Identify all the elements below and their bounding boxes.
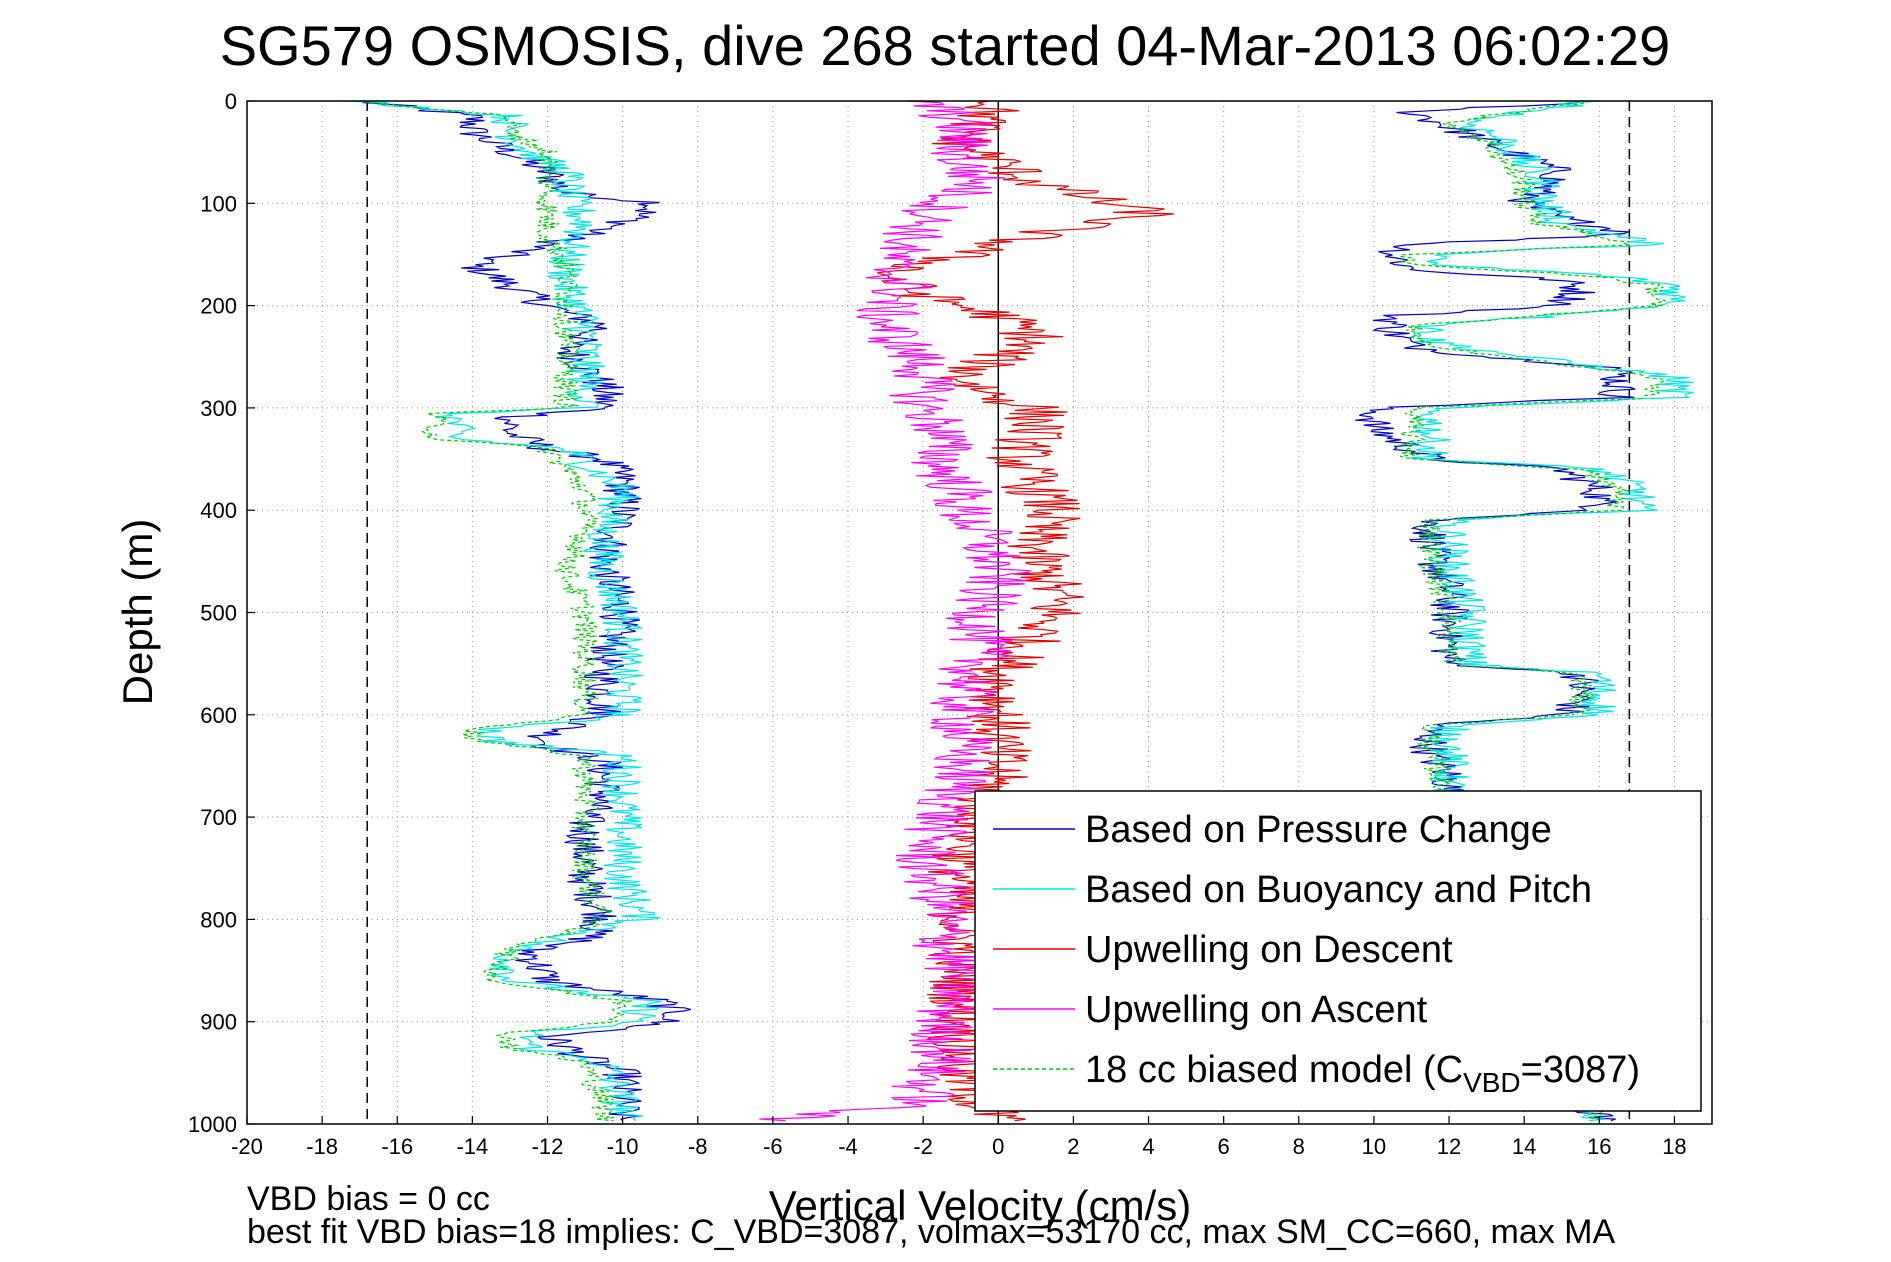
legend-box bbox=[974, 790, 1702, 1112]
x-tick-label: -12 bbox=[532, 1134, 564, 1159]
series-line-0-descent bbox=[361, 100, 691, 1122]
x-tick-label: -2 bbox=[913, 1134, 933, 1159]
y-tick-label: 900 bbox=[200, 1010, 237, 1035]
x-tick-label: -14 bbox=[456, 1134, 488, 1159]
x-tick-label: 14 bbox=[1512, 1134, 1536, 1159]
x-tick-label: 4 bbox=[1142, 1134, 1154, 1159]
x-tick-label: -10 bbox=[607, 1134, 639, 1159]
y-tick-label: 1000 bbox=[188, 1112, 237, 1137]
y-tick-label: 100 bbox=[200, 191, 237, 216]
x-tick-label: 2 bbox=[1067, 1134, 1079, 1159]
footer-line-2: best fit VBD bias=18 implies: C_VBD=3087… bbox=[247, 1213, 1616, 1251]
x-axis-ticks: -20 -18 -16 -14 -12 -10 -8 -6 -4 -2 0 2 4 6 8 10 12 14 16 1… bbox=[231, 1116, 1687, 1159]
y-tick-label: 700 bbox=[200, 805, 237, 830]
legend-label: Upwelling on Ascent bbox=[1085, 989, 1428, 1031]
x-tick-label: -6 bbox=[763, 1134, 783, 1159]
y-tick-label: 200 bbox=[200, 294, 237, 319]
legend-label: Upwelling on Descent bbox=[1085, 929, 1453, 971]
x-tick-label: -18 bbox=[306, 1134, 338, 1159]
y-tick-label: 300 bbox=[200, 396, 237, 421]
x-tick-label: 6 bbox=[1218, 1134, 1230, 1159]
x-tick-label: -4 bbox=[838, 1134, 858, 1159]
legend-label: 18 cc biased model (CVBD=3087) bbox=[1085, 1049, 1640, 1098]
y-tick-label: 800 bbox=[200, 907, 237, 932]
x-tick-label: 12 bbox=[1437, 1134, 1461, 1159]
footer-line-1: VBD bias = 0 cc bbox=[247, 1180, 490, 1218]
x-tick-label: 10 bbox=[1362, 1134, 1386, 1159]
chart-title: SG579 OSMOSIS, dive 268 started 04-Mar-2… bbox=[220, 14, 1671, 77]
series-line-2-descent bbox=[877, 100, 1174, 1122]
series-line-4-descent bbox=[364, 100, 633, 1122]
series-line-1-descent bbox=[340, 100, 662, 1122]
x-axis-label: Vertical Velocity (cm/s) bbox=[769, 1182, 1191, 1229]
x-tick-label: 16 bbox=[1587, 1134, 1611, 1159]
x-tick-label: -20 bbox=[231, 1134, 263, 1159]
legend: Based on Pressure Change Based on Buoyanc… bbox=[974, 790, 1702, 1112]
y-tick-label: 0 bbox=[225, 89, 237, 114]
y-axis-label: Depth (m) bbox=[114, 519, 161, 706]
series-line-3-ascent bbox=[759, 100, 1033, 1122]
y-tick-label: 400 bbox=[200, 498, 237, 523]
x-tick-label: 0 bbox=[992, 1134, 1004, 1159]
x-tick-label: -8 bbox=[688, 1134, 708, 1159]
x-tick-label: 18 bbox=[1662, 1134, 1686, 1159]
y-tick-label: 600 bbox=[200, 703, 237, 728]
series-line-4-ascent bbox=[1399, 100, 1666, 1122]
x-tick-label: 8 bbox=[1293, 1134, 1305, 1159]
legend-label: Based on Buoyancy and Pitch bbox=[1085, 869, 1592, 911]
y-axis-ticks: 0 100 200 300 400 500 600 700 800 900 1000 bbox=[188, 89, 255, 1137]
legend-label: Based on Pressure Change bbox=[1085, 809, 1552, 851]
y-tick-label: 500 bbox=[200, 601, 237, 626]
x-tick-label: -16 bbox=[381, 1134, 413, 1159]
